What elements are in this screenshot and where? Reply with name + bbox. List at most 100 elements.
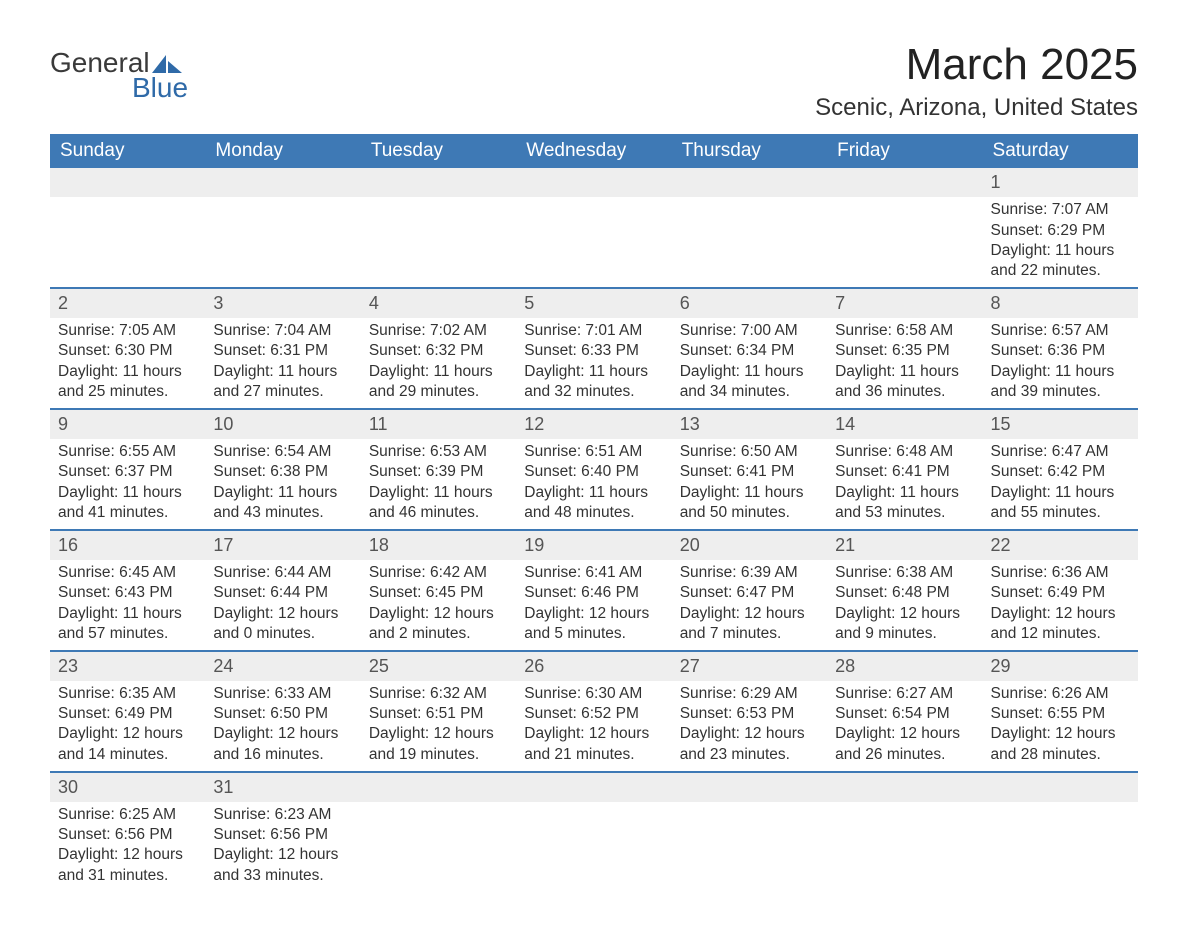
- sunrise-text: Sunrise: 6:38 AM: [835, 563, 974, 583]
- day-number-cell: 26: [516, 651, 671, 681]
- day-data-cell: Sunrise: 6:27 AMSunset: 6:54 PMDaylight:…: [827, 681, 982, 772]
- sunrise-text: Sunrise: 6:45 AM: [58, 563, 197, 583]
- day-number-cell: [516, 168, 671, 197]
- week-daynum-row: 9101112131415: [50, 409, 1138, 439]
- daylight-text: Daylight: 12 hours: [58, 724, 197, 744]
- day-number: 20: [680, 535, 700, 555]
- logo-text-2: Blue: [50, 73, 188, 102]
- day-number: 25: [369, 656, 389, 676]
- daylight-text: and 41 minutes.: [58, 503, 197, 523]
- sunset-text: Sunset: 6:49 PM: [58, 704, 197, 724]
- day-number: 27: [680, 656, 700, 676]
- day-data-cell: Sunrise: 6:58 AMSunset: 6:35 PMDaylight:…: [827, 318, 982, 409]
- daylight-text: Daylight: 11 hours: [524, 362, 663, 382]
- day-data-cell: [672, 802, 827, 892]
- day-data-cell: Sunrise: 6:26 AMSunset: 6:55 PMDaylight:…: [983, 681, 1138, 772]
- day-number-cell: 23: [50, 651, 205, 681]
- day-data-cell: [983, 802, 1138, 892]
- daylight-text: Daylight: 12 hours: [369, 724, 508, 744]
- daylight-text: Daylight: 12 hours: [213, 724, 352, 744]
- day-data-cell: [827, 197, 982, 288]
- daylight-text: Daylight: 12 hours: [524, 604, 663, 624]
- day-number: 30: [58, 777, 78, 797]
- daylight-text: Daylight: 11 hours: [58, 604, 197, 624]
- week-daynum-row: 23 24 25 26 27 28 29: [50, 651, 1138, 681]
- daylight-text: and 55 minutes.: [991, 503, 1130, 523]
- daylight-text: and 29 minutes.: [369, 382, 508, 402]
- day-data-cell: Sunrise: 6:48 AMSunset: 6:41 PMDaylight:…: [827, 439, 982, 530]
- sunset-text: Sunset: 6:30 PM: [58, 341, 197, 361]
- day-data-cell: [50, 197, 205, 288]
- day-number-cell: [50, 168, 205, 197]
- daylight-text: Daylight: 12 hours: [213, 604, 352, 624]
- daylight-text: and 16 minutes.: [213, 745, 352, 765]
- week-daynum-row: 1: [50, 168, 1138, 197]
- day-data-cell: Sunrise: 7:02 AMSunset: 6:32 PMDaylight:…: [361, 318, 516, 409]
- daylight-text: Daylight: 12 hours: [369, 604, 508, 624]
- day-number: 21: [835, 535, 855, 555]
- day-number-cell: 29: [983, 651, 1138, 681]
- sunrise-text: Sunrise: 6:58 AM: [835, 321, 974, 341]
- daylight-text: and 26 minutes.: [835, 745, 974, 765]
- daylight-text: Daylight: 11 hours: [369, 362, 508, 382]
- sunset-text: Sunset: 6:41 PM: [835, 462, 974, 482]
- daylight-text: Daylight: 12 hours: [524, 724, 663, 744]
- day-number-cell: [672, 772, 827, 802]
- day-number-cell: 13: [672, 409, 827, 439]
- sunrise-text: Sunrise: 6:48 AM: [835, 442, 974, 462]
- day-number-cell: 24: [205, 651, 360, 681]
- logo-sail-icon: [152, 53, 182, 73]
- title-block: March 2025 Scenic, Arizona, United State…: [815, 40, 1138, 122]
- sunrise-text: Sunrise: 6:54 AM: [213, 442, 352, 462]
- daylight-text: Daylight: 12 hours: [680, 604, 819, 624]
- daylight-text: and 23 minutes.: [680, 745, 819, 765]
- day-number-cell: 15: [983, 409, 1138, 439]
- daylight-text: Daylight: 12 hours: [835, 724, 974, 744]
- day-number-cell: 9: [50, 409, 205, 439]
- day-number-cell: 12: [516, 409, 671, 439]
- sunrise-text: Sunrise: 7:05 AM: [58, 321, 197, 341]
- day-data-cell: Sunrise: 6:29 AMSunset: 6:53 PMDaylight:…: [672, 681, 827, 772]
- daylight-text: and 0 minutes.: [213, 624, 352, 644]
- sunset-text: Sunset: 6:47 PM: [680, 583, 819, 603]
- day-data-cell: Sunrise: 6:54 AMSunset: 6:38 PMDaylight:…: [205, 439, 360, 530]
- daylight-text: and 46 minutes.: [369, 503, 508, 523]
- daylight-text: and 50 minutes.: [680, 503, 819, 523]
- day-number-cell: 22: [983, 530, 1138, 560]
- day-data-cell: Sunrise: 6:44 AMSunset: 6:44 PMDaylight:…: [205, 560, 360, 651]
- day-number: 15: [991, 414, 1011, 434]
- sunrise-text: Sunrise: 6:53 AM: [369, 442, 508, 462]
- daylight-text: and 12 minutes.: [991, 624, 1130, 644]
- day-number: 29: [991, 656, 1011, 676]
- day-number: 22: [991, 535, 1011, 555]
- sunset-text: Sunset: 6:32 PM: [369, 341, 508, 361]
- day-number-cell: 20: [672, 530, 827, 560]
- sunrise-text: Sunrise: 6:39 AM: [680, 563, 819, 583]
- day-header: Friday: [827, 134, 982, 168]
- sunrise-text: Sunrise: 6:44 AM: [213, 563, 352, 583]
- daylight-text: Daylight: 11 hours: [58, 362, 197, 382]
- daylight-text: Daylight: 12 hours: [58, 845, 197, 865]
- daylight-text: and 31 minutes.: [58, 866, 197, 886]
- sunset-text: Sunset: 6:56 PM: [58, 825, 197, 845]
- sunset-text: Sunset: 6:38 PM: [213, 462, 352, 482]
- day-data-cell: Sunrise: 6:53 AMSunset: 6:39 PMDaylight:…: [361, 439, 516, 530]
- week-data-row: Sunrise: 6:25 AMSunset: 6:56 PMDaylight:…: [50, 802, 1138, 892]
- day-number: 23: [58, 656, 78, 676]
- sunset-text: Sunset: 6:49 PM: [991, 583, 1130, 603]
- day-number: 28: [835, 656, 855, 676]
- sunrise-text: Sunrise: 6:33 AM: [213, 684, 352, 704]
- day-data-cell: Sunrise: 7:00 AMSunset: 6:34 PMDaylight:…: [672, 318, 827, 409]
- day-number-cell: 18: [361, 530, 516, 560]
- day-data-cell: Sunrise: 6:25 AMSunset: 6:56 PMDaylight:…: [50, 802, 205, 892]
- daylight-text: and 5 minutes.: [524, 624, 663, 644]
- day-number: 19: [524, 535, 544, 555]
- day-data-cell: [827, 802, 982, 892]
- day-number-cell: [827, 168, 982, 197]
- daylight-text: and 53 minutes.: [835, 503, 974, 523]
- daylight-text: and 25 minutes.: [58, 382, 197, 402]
- daylight-text: Daylight: 11 hours: [524, 483, 663, 503]
- sunset-text: Sunset: 6:46 PM: [524, 583, 663, 603]
- day-data-cell: Sunrise: 6:38 AMSunset: 6:48 PMDaylight:…: [827, 560, 982, 651]
- day-header: Monday: [205, 134, 360, 168]
